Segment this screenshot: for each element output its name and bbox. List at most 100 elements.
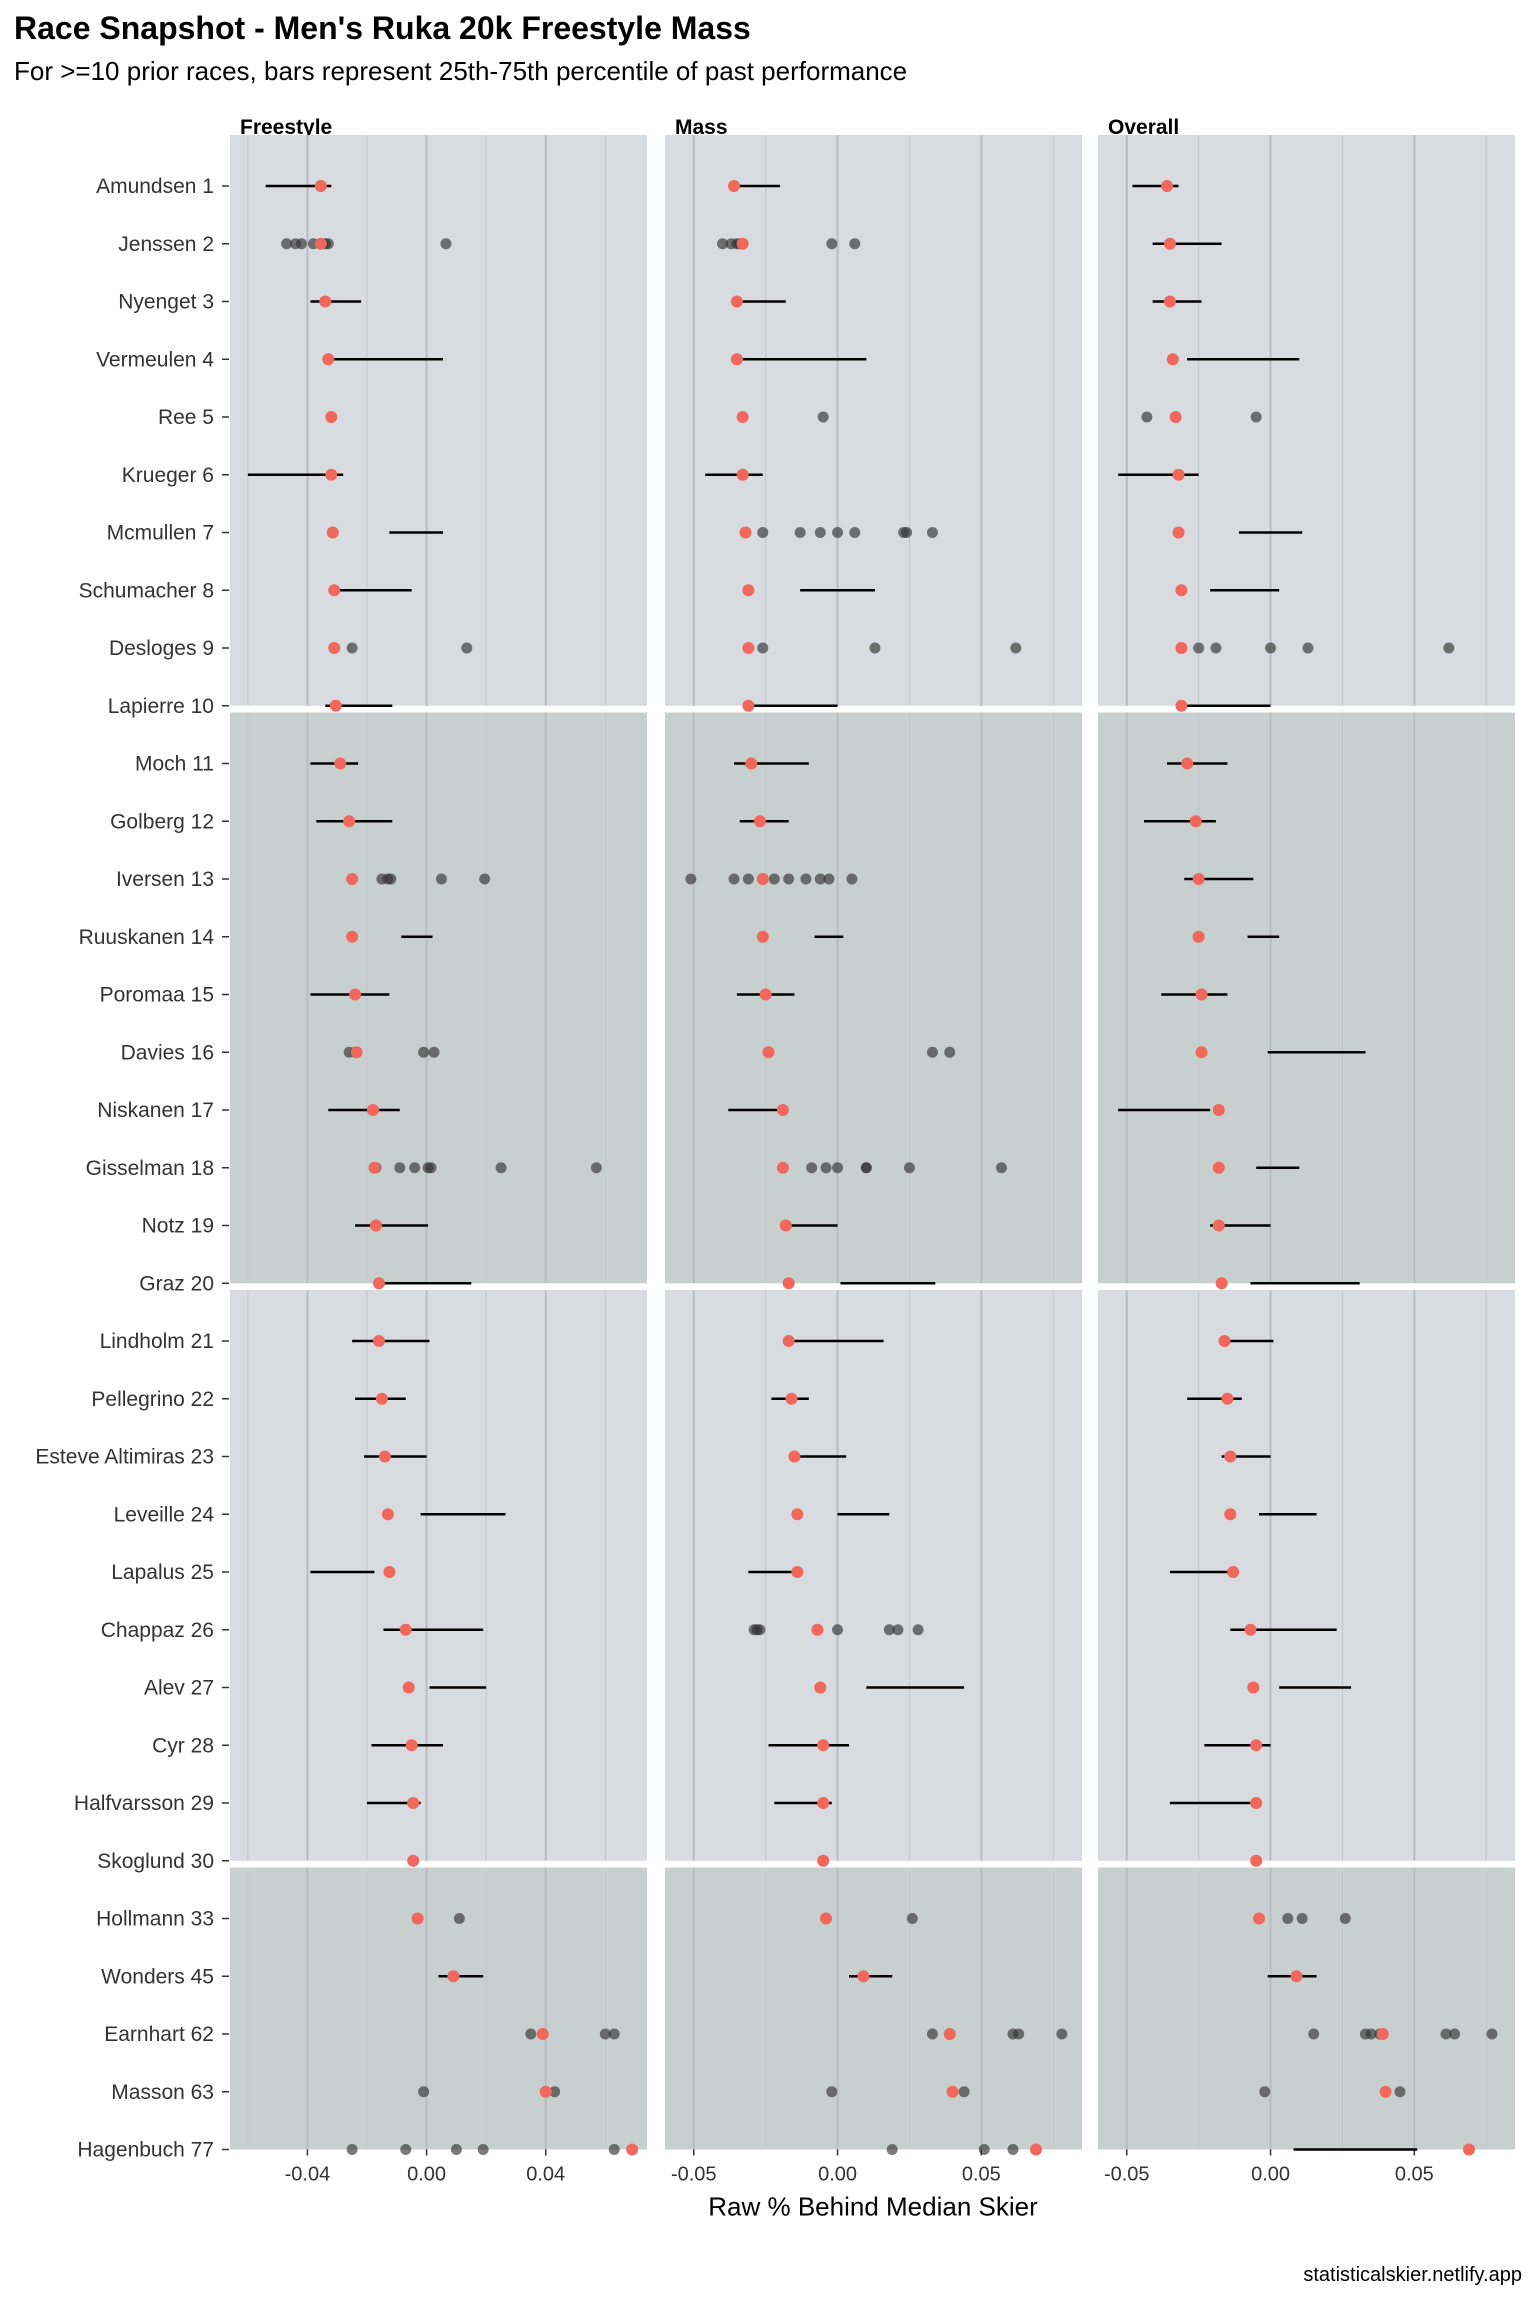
past-race-point-mass-mcmullen-7 [757, 527, 769, 538]
y-label-mcmullen-7: Mcmullen 7 [107, 522, 214, 545]
facet-label-mass: Mass [675, 116, 728, 139]
current-race-point-mass-davies-16 [762, 1046, 775, 1059]
past-race-point-mass-iversen-13 [814, 873, 826, 885]
y-label-lapierre-10: Lapierre 10 [108, 695, 214, 718]
past-race-point-freestyle-masson-63 [418, 2086, 430, 2098]
past-race-point-freestyle-iversen-13 [435, 873, 447, 885]
current-race-point-freestyle-niskanen-17 [366, 1104, 379, 1116]
y-label-niskanen-17: Niskanen 17 [97, 1099, 214, 1122]
current-race-point-freestyle-lindholm-21 [372, 1335, 385, 1347]
y-label-skoglund-30: Skoglund 30 [97, 1850, 214, 1873]
y-label-hagenbuch-77: Hagenbuch 77 [77, 2139, 214, 2162]
past-race-point-overall-earnhart-62 [1449, 2028, 1461, 2040]
past-race-point-overall-ree-5 [1141, 411, 1153, 423]
past-race-point-freestyle-davies-16 [418, 1046, 430, 1058]
current-race-point-overall-lapierre-10 [1175, 699, 1188, 712]
panel-band-mass-3 [665, 1290, 1082, 1861]
x-tick-label-mass: 0.00 [818, 2164, 857, 2186]
past-race-point-freestyle-davies-16 [428, 1046, 440, 1058]
past-race-point-mass-hollmann-33 [906, 1913, 918, 1924]
current-race-point-overall-hollmann-33 [1253, 1912, 1266, 1925]
current-race-point-freestyle-davies-16 [350, 1046, 363, 1059]
past-race-point-mass-mcmullen-7 [794, 527, 806, 538]
past-race-point-mass-chappaz-26 [892, 1624, 904, 1636]
current-race-point-freestyle-hagenbuch-77 [626, 2143, 639, 2156]
current-race-point-overall-amundsen-1 [1161, 180, 1174, 192]
panel-band-overall-4 [1098, 1867, 1515, 2150]
current-race-point-mass-lapalus-25 [791, 1566, 804, 1578]
current-race-point-overall-nyenget-3 [1163, 295, 1176, 308]
current-race-point-mass-wonders-45 [857, 1970, 870, 1983]
current-race-point-overall-poromaa-15 [1195, 988, 1208, 1001]
y-label-desloges-9: Desloges 9 [109, 637, 214, 660]
panel-band-mass-1 [665, 135, 1082, 706]
current-race-point-freestyle-lapierre-10 [329, 699, 342, 712]
current-race-point-freestyle-ree-5 [325, 411, 338, 423]
past-race-point-freestyle-earnhart-62 [525, 2028, 537, 2040]
current-race-point-mass-iversen-13 [756, 873, 769, 885]
past-race-point-mass-iversen-13 [742, 873, 754, 885]
y-label-jenssen-2: Jenssen 2 [118, 233, 214, 256]
current-race-point-freestyle-wonders-45 [447, 1970, 460, 1983]
x-tick-label-overall: -0.05 [1104, 2164, 1150, 2186]
y-label-wonders-45: Wonders 45 [101, 1965, 214, 1988]
current-race-point-overall-wonders-45 [1290, 1970, 1303, 1983]
y-label-leveille-24: Leveille 24 [114, 1503, 215, 1526]
current-race-point-mass-masson-63 [946, 2085, 959, 2098]
chart-subtitle: For >=10 prior races, bars represent 25t… [14, 56, 908, 86]
past-race-point-freestyle-jenssen-2 [295, 238, 307, 250]
past-race-point-mass-desloges-9 [1010, 642, 1022, 654]
panel-band-mass-2 [665, 712, 1082, 1284]
current-race-point-mass-hagenbuch-77 [1029, 2143, 1042, 2156]
panel-band-overall-1 [1098, 135, 1515, 706]
past-race-point-freestyle-gisselman-18 [394, 1162, 406, 1174]
y-label-pellegrino-22: Pellegrino 22 [91, 1388, 214, 1411]
current-race-point-freestyle-lapalus-25 [383, 1566, 396, 1578]
y-label-earnhart-62: Earnhart 62 [104, 2023, 214, 2046]
current-race-point-freestyle-schumacher-8 [328, 584, 341, 597]
x-tick-label-freestyle: 0.00 [407, 2164, 446, 2186]
current-race-point-mass-amundsen-1 [728, 180, 741, 192]
past-race-point-mass-hagenbuch-77 [1007, 2144, 1019, 2155]
current-race-point-mass-halfvarsson-29 [817, 1797, 830, 1809]
current-race-point-mass-lapierre-10 [742, 699, 755, 712]
current-race-point-freestyle-halfvarsson-29 [407, 1797, 420, 1809]
past-race-point-mass-jenssen-2 [849, 238, 861, 250]
current-race-point-mass-vermeulen-4 [730, 353, 743, 366]
current-race-point-overall-ruuskanen-14 [1192, 930, 1205, 943]
past-race-point-mass-mcmullen-7 [849, 527, 861, 538]
current-race-point-overall-earnhart-62 [1376, 2028, 1389, 2040]
past-race-point-freestyle-gisselman-18 [590, 1162, 602, 1174]
facet-label-overall: Overall [1108, 116, 1179, 139]
past-race-point-mass-davies-16 [926, 1046, 938, 1058]
current-race-point-overall-iversen-13 [1192, 873, 1205, 885]
y-label-esteve-altimiras-23: Esteve Altimiras 23 [35, 1446, 214, 1469]
current-race-point-freestyle-desloges-9 [328, 642, 341, 654]
current-race-point-overall-masson-63 [1379, 2085, 1392, 2098]
y-label-graz-20: Graz 20 [139, 1272, 214, 1295]
current-race-point-mass-desloges-9 [742, 642, 755, 654]
current-race-point-overall-notz-19 [1212, 1219, 1225, 1232]
current-race-point-freestyle-leveille-24 [381, 1508, 394, 1521]
panel-band-mass-4 [665, 1867, 1082, 2150]
current-race-point-overall-halfvarsson-29 [1250, 1797, 1263, 1809]
y-label-moch-11: Moch 11 [135, 753, 214, 776]
past-race-point-freestyle-desloges-9 [346, 642, 358, 654]
chart-title: Race Snapshot - Men's Ruka 20k Freestyle… [14, 10, 751, 46]
past-race-point-freestyle-gisselman-18 [409, 1162, 421, 1174]
chart-caption: statisticalskier.netlify.app [1303, 2264, 1522, 2286]
current-race-point-freestyle-gisselman-18 [368, 1161, 381, 1174]
past-race-point-overall-earnhart-62 [1308, 2028, 1320, 2040]
past-race-point-mass-gisselman-18 [806, 1162, 818, 1174]
y-label-cyr-28: Cyr 28 [152, 1734, 214, 1757]
current-race-point-overall-schumacher-8 [1175, 584, 1188, 597]
past-race-point-mass-iversen-13 [728, 873, 740, 885]
current-race-point-mass-lindholm-21 [782, 1335, 795, 1347]
past-race-point-overall-desloges-9 [1193, 642, 1205, 654]
past-race-point-freestyle-hagenbuch-77 [608, 2144, 620, 2155]
current-race-point-freestyle-amundsen-1 [314, 180, 327, 192]
past-race-point-mass-desloges-9 [869, 642, 881, 654]
current-race-point-overall-leveille-24 [1224, 1508, 1237, 1521]
current-race-point-freestyle-cyr-28 [405, 1739, 418, 1752]
